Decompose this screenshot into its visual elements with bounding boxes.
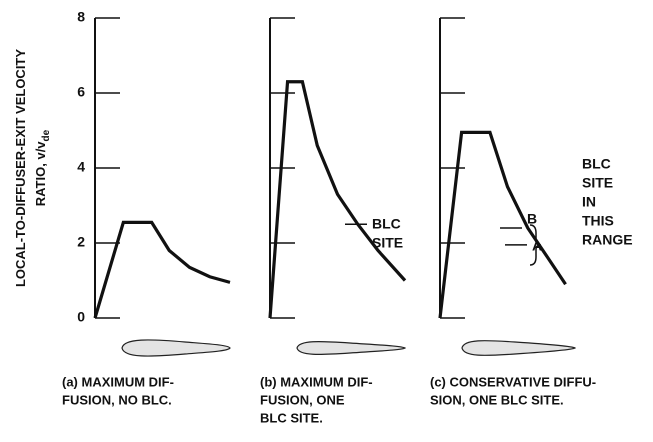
y-tick-label: 0 [77,309,85,325]
curve [93,220,231,319]
annotation: SITE [372,235,403,251]
curve [268,80,407,319]
caption: SION, ONE BLC SITE. [430,392,564,407]
caption: (a) MAXIMUM DIF- [62,374,174,389]
annotation: BLC [582,156,611,172]
annotation: SITE [582,175,613,191]
annotation: RANGE [582,232,633,248]
annotation: IN [582,194,596,210]
caption: FUSION, NO BLC. [62,392,172,407]
y-label-line: LOCAL-TO-DIFFUSER-EXIT VELOCITY [13,49,28,287]
y-tick-label: 6 [77,84,85,100]
marker-label: B [527,211,537,227]
airfoil [296,340,407,356]
y-label-line: RATIO, v/v [33,141,48,207]
y-tick-label: 4 [77,159,85,175]
airfoil [461,340,577,356]
caption: (c) CONSERVATIVE DIFFU- [430,374,596,389]
airfoils [121,339,577,357]
caption: FUSION, ONE [260,392,345,407]
y-axis-label: LOCAL-TO-DIFFUSER-EXIT VELOCITY [13,49,28,287]
airfoil [121,339,231,357]
caption: BLC SITE. [260,410,323,425]
curve [438,130,567,319]
annotation: BLC [372,216,401,232]
caption: (b) MAXIMUM DIF- [260,374,373,389]
y-label-sub: de [41,129,52,141]
annotation: THIS [582,213,614,229]
y-tick-label: 2 [77,234,85,250]
y-axis-label: RATIO, v/vde [33,129,51,206]
marker-label: A [532,238,542,254]
y-tick-label: 8 [77,9,85,25]
